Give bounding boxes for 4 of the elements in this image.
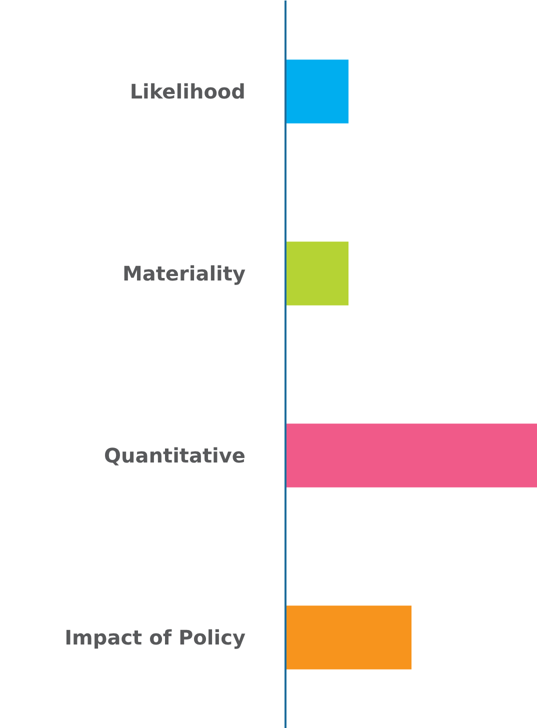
y-tick-label: Quantitative [104, 444, 246, 468]
y-tick-label: Likelihood [130, 80, 246, 104]
y-tick-label: Materiality [122, 262, 246, 286]
y-tick-label: Impact of Policy [64, 626, 246, 650]
